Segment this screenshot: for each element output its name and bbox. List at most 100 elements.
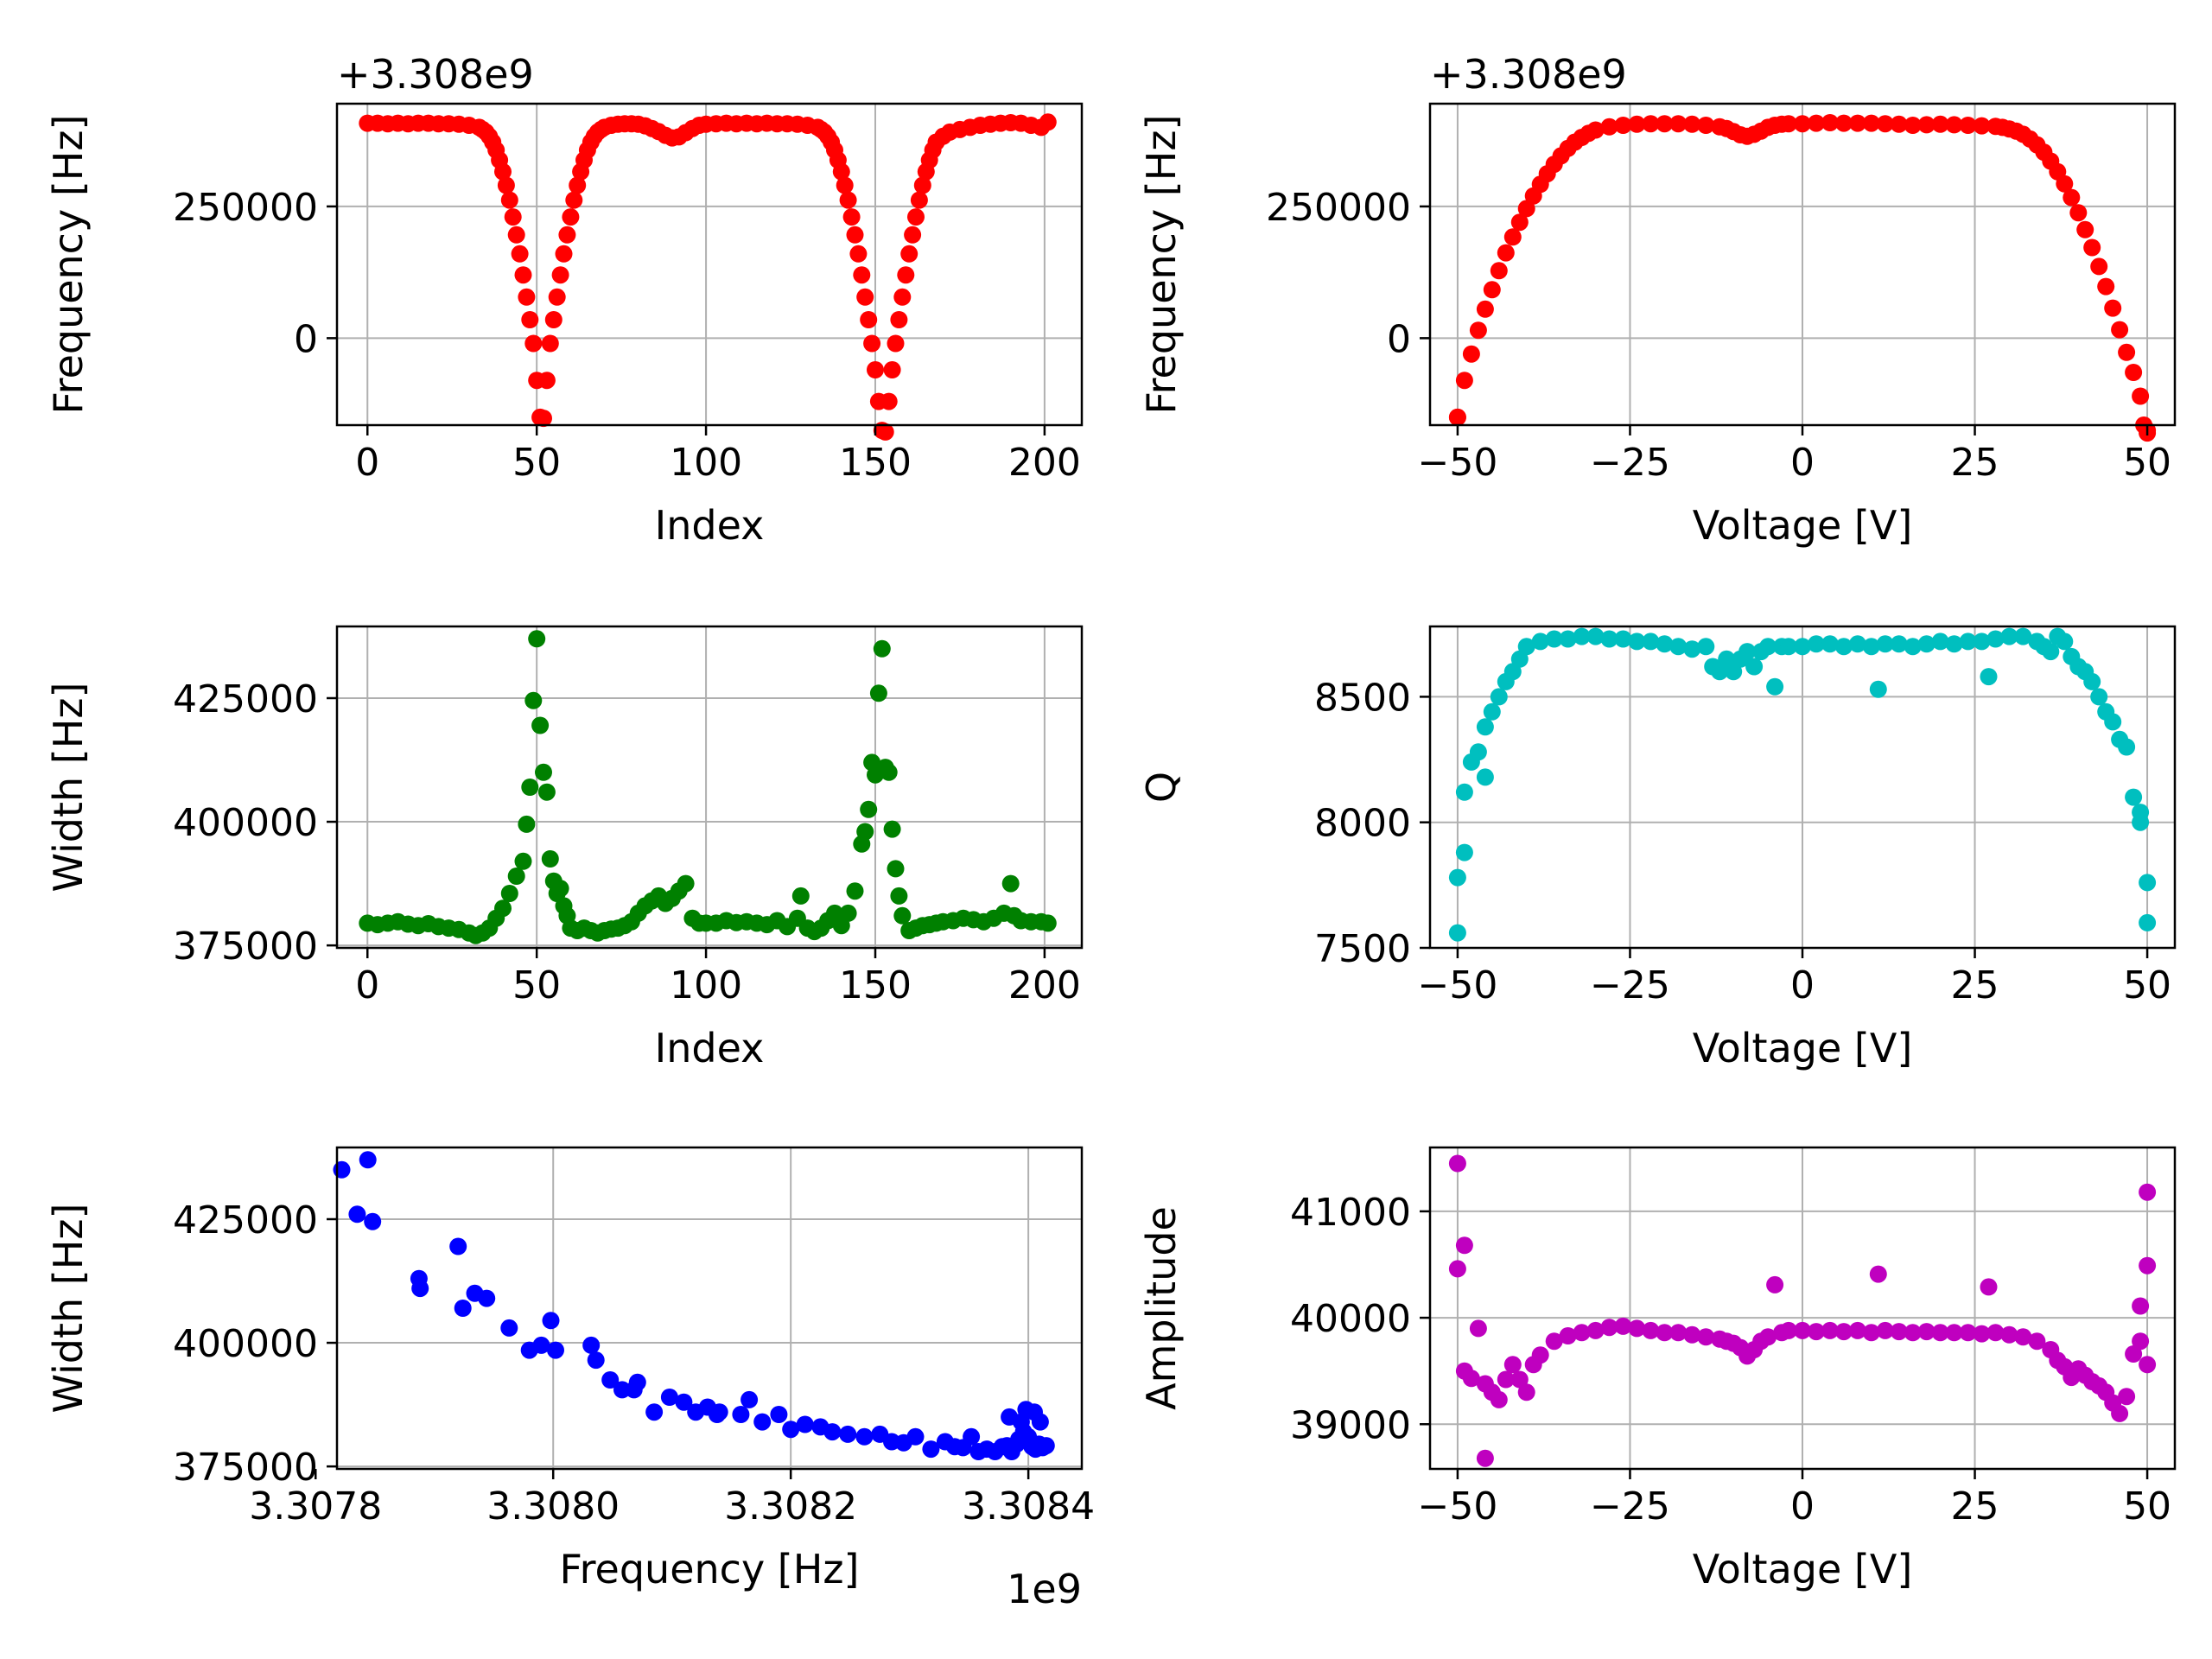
data-point bbox=[2000, 627, 2018, 645]
data-point bbox=[2083, 672, 2101, 690]
data-point bbox=[2125, 788, 2143, 806]
y-tick-label: 250000 bbox=[173, 186, 318, 230]
data-point bbox=[1890, 635, 1908, 653]
data-point bbox=[907, 208, 925, 226]
y-tick-label: 0 bbox=[1387, 317, 1411, 361]
data-point bbox=[544, 311, 563, 328]
data-point bbox=[876, 423, 894, 441]
chart-panel-freq-vs-index: 0 50 100 150 200 0 250000 Index Frequency [Hz] +3… bbox=[45, 51, 1084, 549]
data-point bbox=[1490, 262, 1508, 280]
data-point bbox=[839, 1425, 857, 1443]
y-tick-label: 425000 bbox=[173, 677, 318, 721]
y-offset-label: +3.308e9 bbox=[1430, 51, 1627, 98]
data-point bbox=[1039, 914, 1057, 932]
y-tick-label: 40000 bbox=[1290, 1297, 1411, 1341]
data-point bbox=[565, 191, 583, 209]
data-point bbox=[514, 266, 532, 284]
x-tick-label: −25 bbox=[1590, 963, 1670, 1007]
data-point bbox=[1586, 121, 1605, 139]
data-point bbox=[1780, 115, 1797, 133]
data-point bbox=[1959, 1324, 1977, 1342]
data-point bbox=[535, 763, 552, 781]
data-point bbox=[1904, 1324, 1922, 1342]
data-point bbox=[541, 334, 559, 353]
data-point bbox=[2139, 1183, 2157, 1201]
series-points bbox=[1448, 1154, 2157, 1467]
data-point bbox=[1476, 300, 1494, 318]
data-point bbox=[1573, 627, 1591, 645]
data-point bbox=[1917, 635, 1936, 653]
data-point bbox=[547, 1341, 564, 1359]
data-point bbox=[1848, 1321, 1866, 1339]
data-point bbox=[1945, 1324, 1963, 1342]
data-point bbox=[1808, 1323, 1825, 1341]
y-offset-label: +3.308e9 bbox=[337, 51, 534, 98]
data-point bbox=[1683, 115, 1701, 133]
data-point bbox=[1890, 115, 1908, 133]
data-point bbox=[796, 1415, 814, 1433]
x-tick-label: 25 bbox=[1951, 1484, 1999, 1529]
data-point bbox=[1862, 638, 1880, 656]
data-point bbox=[1973, 117, 1991, 135]
data-point bbox=[890, 887, 908, 905]
data-point bbox=[348, 1205, 366, 1224]
data-point bbox=[548, 288, 566, 306]
x-tick-label: 50 bbox=[512, 441, 561, 485]
data-point bbox=[1669, 1324, 1688, 1342]
data-point bbox=[1531, 632, 1549, 651]
data-point bbox=[660, 1389, 678, 1406]
data-point bbox=[1738, 643, 1757, 661]
data-point bbox=[1959, 632, 1977, 651]
data-point bbox=[741, 1390, 759, 1408]
series-points bbox=[359, 113, 1057, 441]
data-point bbox=[856, 288, 874, 306]
data-point bbox=[1808, 635, 1825, 653]
data-point bbox=[836, 176, 854, 194]
x-tick-label: 200 bbox=[1008, 441, 1081, 485]
data-point bbox=[1808, 114, 1825, 132]
data-point bbox=[1573, 1324, 1591, 1342]
data-point bbox=[1490, 1390, 1508, 1408]
data-point bbox=[855, 1427, 874, 1446]
y-tick-label: 250000 bbox=[1266, 186, 1411, 230]
x-offset-label: 1e9 bbox=[1007, 1566, 1082, 1612]
data-point bbox=[1469, 743, 1487, 761]
data-point bbox=[2111, 321, 2129, 339]
x-axis-label: Frequency [Hz] bbox=[560, 1546, 860, 1592]
series-points bbox=[333, 1151, 1055, 1460]
data-point bbox=[1469, 321, 1487, 340]
data-point bbox=[494, 162, 512, 181]
data-point bbox=[2042, 643, 2060, 661]
data-point bbox=[551, 880, 569, 898]
data-point bbox=[1904, 638, 1922, 656]
x-tick-label: 3.3084 bbox=[962, 1484, 1095, 1529]
data-point bbox=[1614, 1317, 1632, 1335]
data-point bbox=[846, 226, 864, 244]
data-point bbox=[2104, 299, 2122, 317]
data-point bbox=[1876, 635, 1894, 653]
data-point bbox=[1483, 702, 1501, 721]
data-point bbox=[541, 850, 559, 868]
data-point bbox=[2014, 627, 2032, 645]
data-point bbox=[521, 779, 539, 796]
data-point bbox=[1834, 114, 1853, 132]
x-tick-label: 0 bbox=[1790, 963, 1815, 1007]
data-point bbox=[849, 245, 868, 263]
data-point bbox=[1876, 115, 1894, 133]
x-tick-label: 150 bbox=[839, 963, 912, 1007]
x-axis-label: Voltage [V] bbox=[1693, 1025, 1913, 1071]
data-point bbox=[867, 361, 884, 378]
data-point bbox=[478, 1289, 496, 1307]
y-tick-label: 400000 bbox=[173, 801, 318, 845]
data-point bbox=[521, 311, 539, 328]
y-tick-label: 39000 bbox=[1290, 1403, 1411, 1447]
data-point bbox=[1559, 1327, 1577, 1344]
data-point bbox=[1448, 1260, 1466, 1278]
data-point bbox=[675, 1393, 693, 1411]
data-point bbox=[1448, 1154, 1466, 1173]
x-tick-label: 50 bbox=[512, 963, 561, 1007]
data-point bbox=[1510, 213, 1529, 232]
data-point bbox=[2132, 1297, 2150, 1315]
data-point bbox=[2132, 813, 2150, 831]
x-axis-label: Index bbox=[655, 502, 765, 549]
